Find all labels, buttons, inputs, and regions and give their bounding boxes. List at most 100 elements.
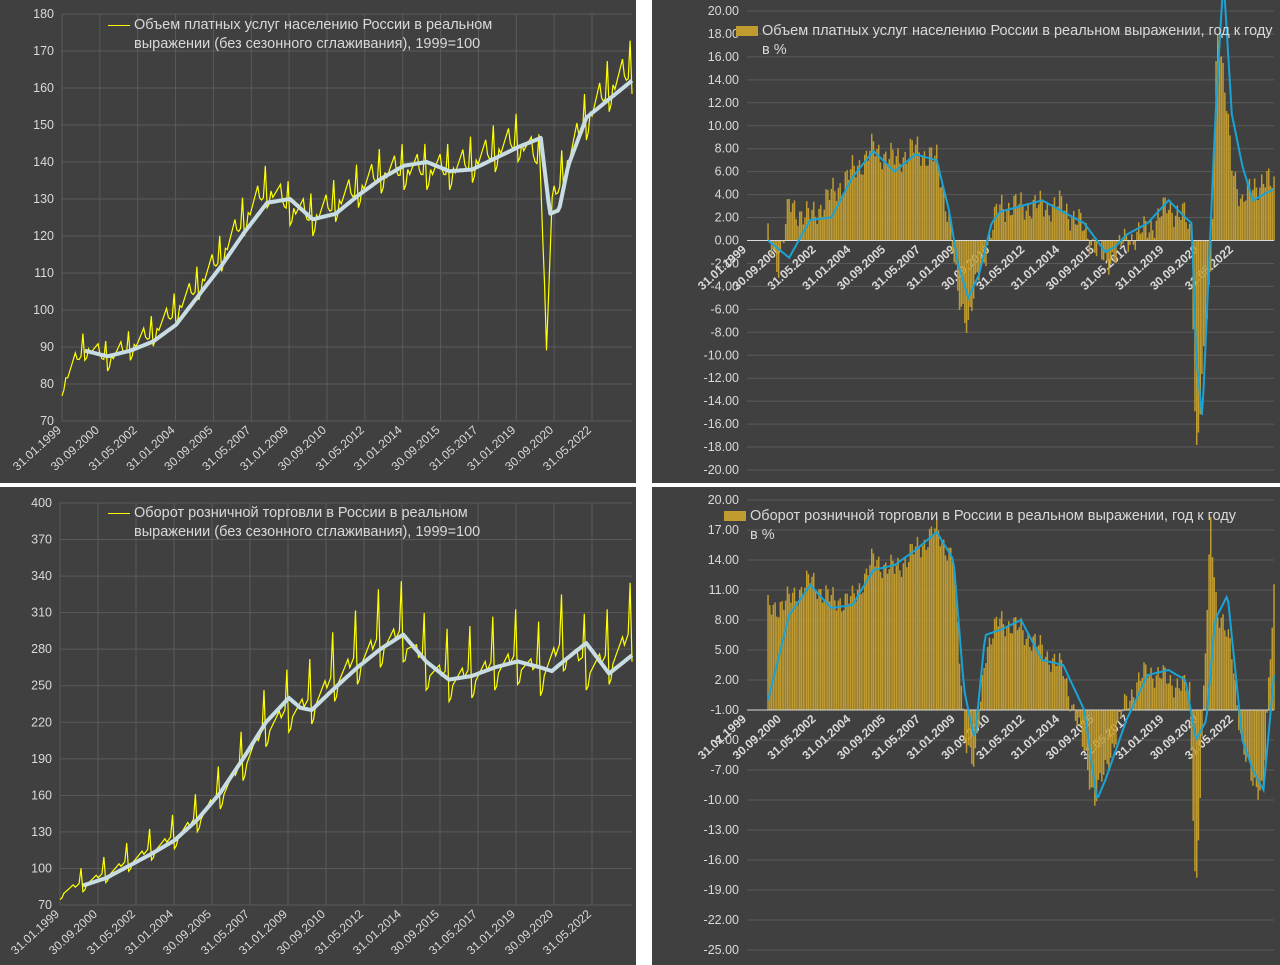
yoy-bar xyxy=(1227,629,1230,710)
yoy-bar xyxy=(1255,710,1258,788)
yoy-bar xyxy=(1269,659,1272,710)
yoy-bar xyxy=(1196,710,1198,878)
yoy-bar xyxy=(1050,671,1052,710)
yoy-bar xyxy=(799,589,801,710)
legend-label: Оборот розничной торговли в России в реа… xyxy=(134,505,481,540)
yoy-bar xyxy=(1143,216,1145,241)
yoy-bar xyxy=(793,587,796,710)
yoy-bar xyxy=(1153,687,1156,710)
yoy-bar xyxy=(1029,215,1031,241)
yoy-bar xyxy=(1129,240,1131,245)
yoy-bar xyxy=(886,164,889,241)
yoy-bar xyxy=(1113,710,1115,748)
yoy-bar xyxy=(892,560,894,710)
yoy-bar xyxy=(1220,56,1223,241)
yoy-bar xyxy=(1022,630,1024,710)
yoy-bar xyxy=(995,203,998,241)
yoy-bar xyxy=(1009,633,1012,710)
yoy-bar xyxy=(1169,200,1172,241)
yoy-bar xyxy=(869,150,871,241)
yoy-bar xyxy=(841,611,843,710)
yoy-bar xyxy=(1261,174,1263,241)
yoy-bar xyxy=(1257,710,1259,800)
yoy-bar xyxy=(990,237,992,241)
yoy-bar xyxy=(853,593,855,710)
yoy-bar xyxy=(806,570,808,710)
y-tick-label: -12.00 xyxy=(704,371,739,385)
yoy-bar xyxy=(767,223,769,241)
y-tick-label: 90 xyxy=(40,340,54,354)
yoy-bar xyxy=(881,578,883,710)
legend-label: Оборот розничной торговли в России в реа… xyxy=(750,508,1237,543)
yoy-bar xyxy=(1173,697,1175,710)
yoy-bar xyxy=(906,567,908,710)
yoy-bar xyxy=(797,604,799,710)
yoy-bar xyxy=(832,177,834,241)
yoy-bar xyxy=(1060,196,1063,241)
y-tick-label: 8.00 xyxy=(715,142,739,156)
yoy-bar xyxy=(839,183,841,241)
yoy-bar xyxy=(951,561,954,710)
yoy-bar xyxy=(1131,689,1133,710)
yoy-bar xyxy=(885,151,887,241)
yoy-bar xyxy=(1225,111,1228,241)
y-tick-label: 100 xyxy=(31,861,52,875)
yoy-bar xyxy=(883,154,885,241)
yoy-bar xyxy=(818,208,820,241)
y-tick-label: -13.00 xyxy=(704,823,739,837)
yoy-bar xyxy=(1034,195,1036,241)
yoy-bar xyxy=(1138,672,1140,710)
yoy-bar xyxy=(981,675,984,710)
yoy-bar xyxy=(953,240,955,263)
yoy-bar xyxy=(867,160,869,241)
yoy-bar xyxy=(1246,181,1249,241)
yoy-bar xyxy=(841,196,843,241)
yoy-bar xyxy=(1071,705,1073,710)
yoy-bar xyxy=(786,586,789,710)
yoy-bar xyxy=(777,617,780,710)
yoy-bar xyxy=(902,157,905,241)
yoy-bar xyxy=(1227,113,1230,241)
yoy-bar xyxy=(1129,700,1131,710)
yoy-bar xyxy=(874,156,876,241)
yoy-bar xyxy=(1250,710,1252,781)
yoy-bar xyxy=(814,216,817,241)
yoy-bar xyxy=(1032,636,1035,710)
yoy-bar xyxy=(1239,198,1242,241)
yoy-bar xyxy=(788,593,790,710)
yoy-bar xyxy=(858,583,861,710)
yoy-bar xyxy=(864,154,866,241)
y-tick-label: 2.00 xyxy=(715,211,739,225)
yoy-bar xyxy=(1268,677,1270,710)
yoy-bar xyxy=(820,204,822,241)
yoy-bar xyxy=(888,159,890,241)
yoy-bar xyxy=(981,240,984,255)
trend-series-line xyxy=(82,632,634,888)
yoy-bar xyxy=(918,152,920,241)
yoy-trend-line xyxy=(767,0,1275,416)
yoy-bar xyxy=(1127,240,1129,252)
yoy-bar xyxy=(983,668,985,710)
services-level-legend: Объем платных услуг населению России в р… xyxy=(108,16,538,54)
yoy-bar xyxy=(1095,240,1098,257)
yoy-bar xyxy=(1076,224,1078,241)
yoy-bar xyxy=(907,561,910,710)
yoy-bar xyxy=(895,565,898,710)
yoy-bar xyxy=(1108,240,1110,275)
yoy-bar xyxy=(1064,678,1066,710)
y-tick-label: -25.00 xyxy=(704,943,739,957)
y-tick-label: 110 xyxy=(34,266,54,280)
yoy-bar xyxy=(1217,617,1219,710)
yoy-bar xyxy=(1004,636,1006,710)
yoy-bar xyxy=(1229,638,1231,710)
yoy-bar xyxy=(1232,175,1235,241)
yoy-bar xyxy=(920,557,922,710)
yoy-bar xyxy=(1164,667,1166,710)
y-tick-label: 6.00 xyxy=(715,165,739,179)
yoy-bar xyxy=(1238,710,1240,731)
yoy-bar xyxy=(950,547,952,710)
yoy-bar xyxy=(995,616,998,710)
y-tick-label: 70 xyxy=(38,898,52,912)
yoy-bar xyxy=(867,575,869,710)
